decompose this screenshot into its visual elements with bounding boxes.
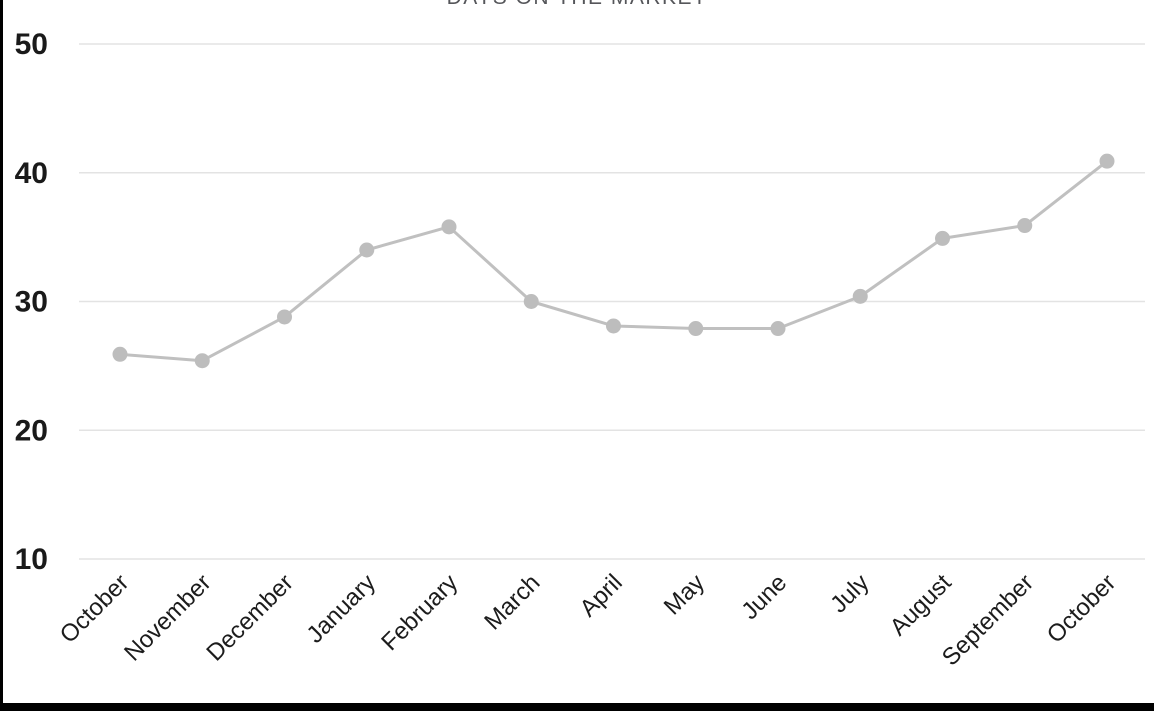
- y-axis-tick-label: 30: [15, 286, 48, 319]
- data-point-marker: [688, 321, 704, 337]
- x-axis-label: May: [659, 569, 710, 620]
- data-point-marker: [277, 309, 292, 325]
- x-axis-label: January: [302, 569, 381, 648]
- x-axis-label: August: [885, 569, 957, 641]
- data-point-marker: [852, 288, 868, 304]
- y-axis-tick-label: 50: [15, 28, 48, 61]
- x-axis-label: November: [119, 569, 216, 666]
- y-axis-tick-label: 10: [15, 543, 48, 576]
- x-axis-label: October: [1042, 569, 1121, 648]
- data-point-marker: [935, 230, 950, 246]
- x-axis-label: October: [55, 569, 134, 648]
- x-axis-label: March: [479, 569, 545, 635]
- x-axis-label: February: [376, 569, 463, 656]
- data-point-marker: [606, 318, 621, 334]
- data-point-marker: [1017, 218, 1033, 234]
- left-border-strip: [0, 0, 3, 711]
- y-axis-tick-label: 20: [15, 414, 48, 447]
- data-point-marker: [523, 294, 539, 309]
- y-axis-tick-label: 40: [15, 157, 48, 190]
- x-axis-label: June: [736, 569, 792, 625]
- x-axis-label: April: [575, 569, 628, 622]
- data-point-marker: [359, 242, 375, 258]
- data-point-marker: [441, 219, 457, 235]
- chart-title: DAYS ON THE MARKET: [0, 0, 1154, 10]
- x-axis-label: July: [825, 569, 874, 618]
- data-point-marker: [1099, 153, 1115, 169]
- data-point-marker: [770, 321, 786, 337]
- data-point-marker: [194, 353, 210, 369]
- x-axis-label: December: [201, 569, 298, 666]
- data-point-marker: [112, 346, 128, 362]
- bottom-border-strip: [0, 703, 1154, 711]
